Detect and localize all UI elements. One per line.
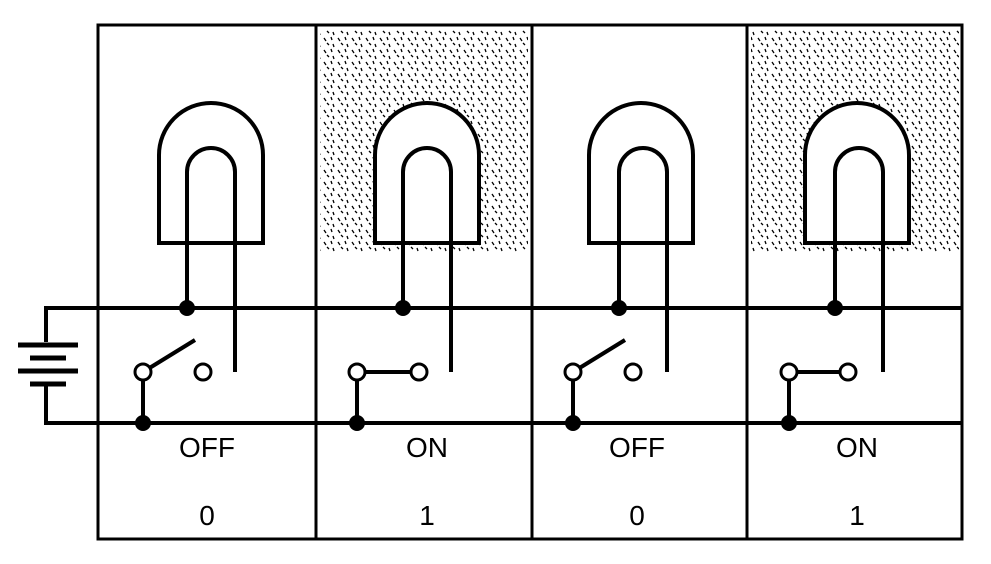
lamp-bulb — [587, 101, 695, 245]
bit-value: 0 — [629, 500, 645, 531]
lamp-filament — [401, 146, 453, 372]
state-label: OFF — [609, 432, 665, 463]
junction-dot — [179, 300, 195, 316]
bit-value: 0 — [199, 500, 215, 531]
switch-contact — [623, 362, 643, 382]
state-label: ON — [836, 432, 878, 463]
battery-icon — [18, 308, 78, 423]
switch-contact — [193, 362, 213, 382]
lamp-filament — [617, 146, 669, 372]
switch-contact — [563, 362, 583, 382]
junction-dot — [349, 415, 365, 431]
junction-dot — [827, 300, 843, 316]
state-label: OFF — [179, 432, 235, 463]
bit-value: 1 — [849, 500, 865, 531]
lamp-filament — [185, 146, 237, 372]
lamp-bulb — [373, 101, 481, 245]
switch-lever[interactable] — [571, 338, 627, 374]
switch-contact — [133, 362, 153, 382]
lamp-filament — [833, 146, 885, 372]
switch-lever[interactable] — [141, 338, 197, 374]
switch-contact — [409, 362, 429, 382]
junction-dot — [395, 300, 411, 316]
junction-dot — [565, 415, 581, 431]
bit-value: 1 — [419, 500, 435, 531]
cell-3: ON 1 — [751, 30, 959, 531]
cell-0: OFF 0 — [133, 101, 265, 531]
junction-dot — [135, 415, 151, 431]
switch-contact — [838, 362, 858, 382]
switch-contact — [347, 362, 367, 382]
state-label: ON — [406, 432, 448, 463]
switch-contact — [779, 362, 799, 382]
lamp-bulb — [157, 101, 265, 245]
cell-2: OFF 0 — [563, 101, 695, 531]
junction-dot — [781, 415, 797, 431]
frame — [96, 23, 964, 541]
cell-1: ON 1 — [320, 30, 528, 531]
junction-dot — [611, 300, 627, 316]
lamp-bulb — [803, 101, 911, 245]
